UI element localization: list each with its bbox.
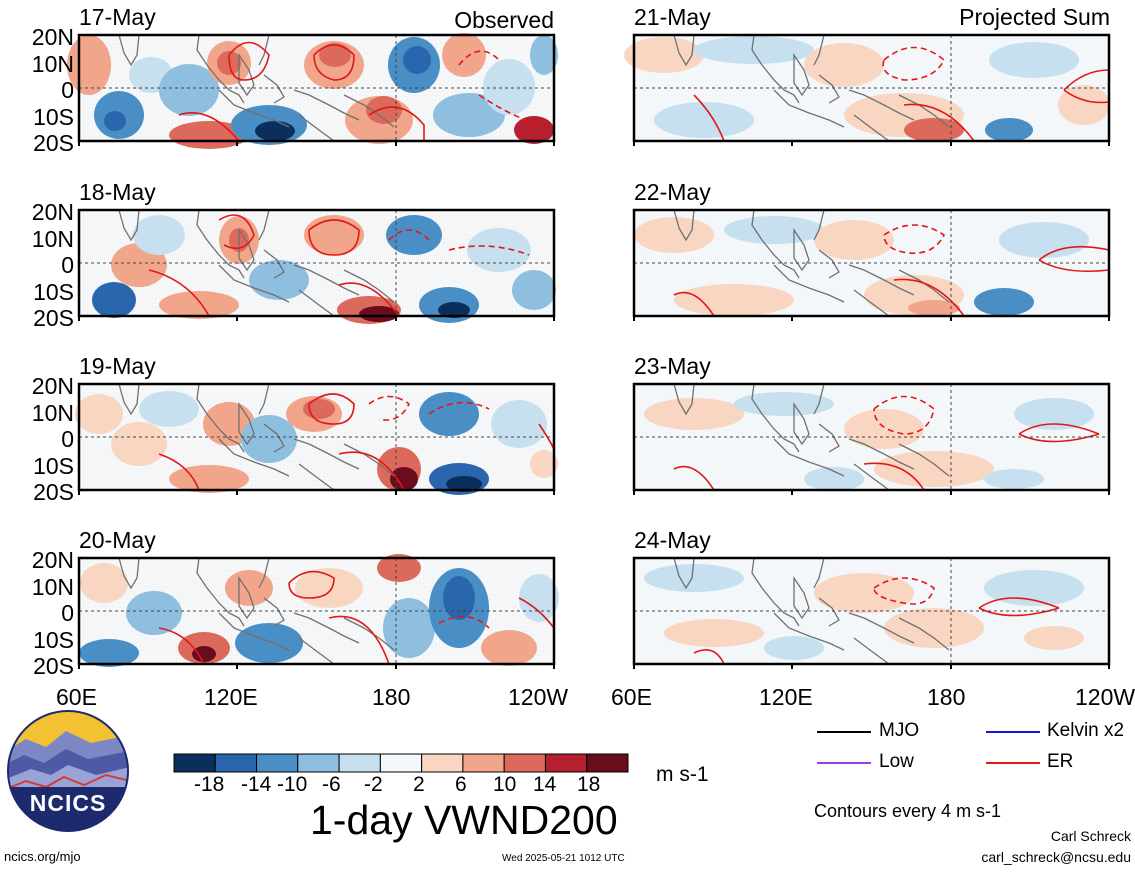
observed-panel-17-may <box>67 33 558 149</box>
footer-timestamp: Wed 2025-05-21 1012 UTC <box>502 853 625 864</box>
lat-label-10s-p4: 10S <box>33 627 74 653</box>
colorbar-cell-3 <box>297 753 340 773</box>
panel-date-19-may: 19-May <box>79 353 156 379</box>
tick-marks-left <box>78 141 555 669</box>
footer-url: ncics.org/mjo <box>4 849 81 864</box>
cb-tick-5: 2 <box>413 773 425 796</box>
colorbar-cell-6 <box>421 753 464 773</box>
cb-tick-7: 10 <box>493 773 517 796</box>
lat-label-10n-p1: 10N <box>31 51 74 77</box>
lat-label-eq-p3: 0 <box>61 426 74 452</box>
colorbar-cell-9 <box>544 753 588 773</box>
units-label: m s-1 <box>656 763 709 786</box>
cb-tick-4: -2 <box>364 773 383 796</box>
colorbar-cell-0 <box>173 753 216 773</box>
projected-panel-21-may <box>624 33 1111 143</box>
cb-tick-1: -14 <box>241 773 272 796</box>
lat-label-20s-p4: 20S <box>33 653 74 679</box>
lat-label-20n-p4: 20N <box>31 547 74 573</box>
panel-date-22-may: 22-May <box>634 179 711 205</box>
colorbar-cell-10 <box>586 753 629 773</box>
panel-date-24-may: 24-May <box>634 527 711 553</box>
legend-label-er: ER <box>1047 751 1074 772</box>
lon-label-120e-right: 120E <box>759 684 813 710</box>
observed-panel-19-may <box>75 382 558 495</box>
panel-date-20-may: 20-May <box>79 527 156 553</box>
panel-date-18-may: 18-May <box>79 179 156 205</box>
cb-tick-6: 6 <box>455 773 467 796</box>
lon-label-60e-right: 60E <box>611 684 652 710</box>
contour-note: Contours every 4 m s-1 <box>814 801 1002 821</box>
panel-date-23-may: 23-May <box>634 353 711 379</box>
lon-label-180-left: 180 <box>372 684 411 710</box>
colorbar-cell-1 <box>214 753 258 773</box>
legend-line-mjo <box>817 731 871 733</box>
legend-label-low: Low <box>879 751 914 772</box>
lat-label-10n-p3: 10N <box>31 400 74 426</box>
projected-panel-24-may <box>632 556 1111 666</box>
ncics-logo <box>7 710 129 832</box>
footer-author: Carl Schreck <box>1050 828 1131 844</box>
figure-title: 1-day VWND200 <box>310 797 618 843</box>
projected-panel-23-may <box>632 382 1111 492</box>
legend-line-er <box>986 762 1040 764</box>
lat-label-eq-p2: 0 <box>61 252 74 278</box>
projected-panel-22-may <box>632 208 1111 318</box>
lon-label-120w-left: 120W <box>508 684 569 710</box>
footer-email: carl_schreck@ncsu.edu <box>981 849 1131 865</box>
lat-label-eq-p1: 0 <box>61 77 74 103</box>
lat-label-10n-p4: 10N <box>31 574 74 600</box>
observed-panel-20-may <box>77 554 559 667</box>
lat-label-20s-p2: 20S <box>33 305 74 331</box>
colorbar-cell-8 <box>503 753 546 773</box>
panel-date-21-may: 21-May <box>634 4 711 30</box>
tick-marks-right <box>633 141 1110 669</box>
legend-line-low <box>817 762 871 764</box>
lon-label-180-right: 180 <box>927 684 966 710</box>
legend-line-kelvin <box>986 731 1040 733</box>
lat-label-10n-p2: 10N <box>31 226 74 252</box>
projected-column: 21-May Projected Sum 22-May 23-May 24-Ma… <box>560 0 1135 680</box>
cb-tick-8: 14 <box>533 773 557 796</box>
map-panels <box>67 33 1111 669</box>
observed-panel-18-may <box>77 208 556 324</box>
projected-sum-label: Projected Sum <box>959 4 1110 30</box>
observed-column: 17-May Observed 18-May 19-May 20-May <box>0 0 560 680</box>
cb-tick-3: -6 <box>322 773 341 796</box>
observed-label: Observed <box>454 7 554 33</box>
colorbar-cell-2 <box>256 753 299 773</box>
lat-label-20n-p1: 20N <box>31 24 74 50</box>
cb-tick-9: 18 <box>577 773 601 796</box>
colorbar-tick-labels: -18 -14 -10 -6 -2 2 6 10 14 18 <box>172 773 632 799</box>
lat-label-20s-p3: 20S <box>33 479 74 505</box>
colorbar-cell-5 <box>379 753 423 773</box>
panel-date-17-may: 17-May <box>79 4 156 30</box>
lat-label-eq-p4: 0 <box>61 600 74 626</box>
lat-label-20n-p2: 20N <box>31 199 74 225</box>
lat-label-20s-p1: 20S <box>33 130 74 156</box>
lon-label-120e-left: 120E <box>204 684 258 710</box>
cb-tick-0: -18 <box>194 773 225 796</box>
legend-label-kelvin: Kelvin x2 <box>1047 720 1125 741</box>
colorbar-cell-7 <box>462 753 505 773</box>
lon-label-120w-right: 120W <box>1075 684 1135 710</box>
colorbar <box>173 753 629 773</box>
legend-label-mjo: MJO <box>879 720 920 741</box>
colorbar-cell-4 <box>338 753 381 773</box>
legend: MJO Kelvin x2 Low ER <box>812 718 1132 778</box>
lat-label-20n-p3: 20N <box>31 373 74 399</box>
lat-axis-labels: 20N 10N 0 10S 20S 20N 10N 0 10S 20S 20N … <box>0 0 78 680</box>
lon-label-60e-left: 60E <box>56 684 97 710</box>
lat-label-10s-p1: 10S <box>33 104 74 130</box>
lat-label-10s-p3: 10S <box>33 453 74 479</box>
lat-label-10s-p2: 10S <box>33 279 74 305</box>
ncics-logo-text: NCICS <box>29 790 107 816</box>
cb-tick-2: -10 <box>277 773 308 796</box>
